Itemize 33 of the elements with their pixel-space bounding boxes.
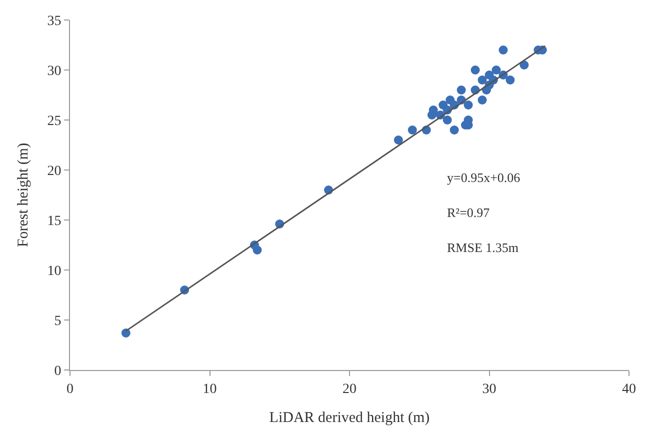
point bbox=[464, 100, 473, 110]
y-tick-label: 20 bbox=[47, 164, 62, 179]
point bbox=[121, 328, 130, 338]
annotation: y=0.95x+0.06 bbox=[447, 170, 521, 185]
point bbox=[492, 66, 501, 74]
point bbox=[408, 126, 417, 134]
y-tick-label: 0 bbox=[54, 364, 62, 379]
annotation: RMSE 1.35m bbox=[447, 240, 519, 255]
y-axis-title: Forest height (m) bbox=[15, 142, 32, 248]
point bbox=[456, 86, 466, 94]
point bbox=[506, 76, 515, 84]
point bbox=[478, 96, 487, 104]
x-axis-title: LiDAR derived height (m) bbox=[269, 410, 430, 426]
annotation: R²=0.97 bbox=[447, 205, 490, 220]
x-tick-label: 20 bbox=[342, 382, 356, 397]
y-tick-label: 10 bbox=[47, 264, 62, 279]
point bbox=[394, 136, 403, 144]
point bbox=[428, 106, 438, 114]
x-tick-label: 0 bbox=[66, 382, 74, 397]
y-tick-label: 35 bbox=[47, 14, 62, 29]
x-tick-label: 40 bbox=[622, 382, 636, 397]
x-tick-label: 10 bbox=[202, 382, 217, 397]
x-tick-label: 30 bbox=[482, 382, 496, 397]
y-tick-label: 5 bbox=[54, 314, 62, 329]
point bbox=[450, 126, 459, 134]
point bbox=[498, 46, 508, 54]
y-tick-label: 25 bbox=[47, 114, 62, 129]
point bbox=[442, 116, 452, 124]
y-tick-label: 15 bbox=[47, 214, 62, 229]
point bbox=[252, 246, 262, 254]
y-tick-label: 30 bbox=[47, 64, 62, 79]
point bbox=[478, 76, 487, 84]
point bbox=[470, 66, 480, 74]
